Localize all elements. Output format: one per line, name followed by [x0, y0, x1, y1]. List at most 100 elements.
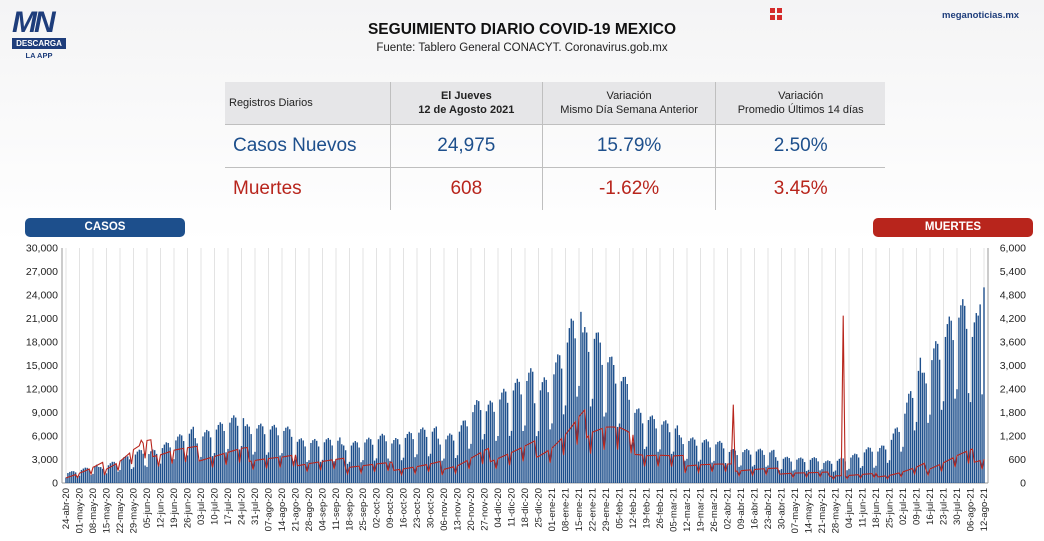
casos-bar [613, 364, 615, 483]
casos-bar [219, 422, 221, 483]
y-tick-label: 3,000 [32, 454, 58, 466]
casos-bar [856, 454, 858, 483]
casos-bar [641, 423, 644, 483]
x-tick-label: 16-oct-20 [399, 488, 410, 528]
casos-bar [211, 456, 214, 483]
x-tick-label: 12-ago-21 [979, 488, 990, 531]
casos-bar [703, 440, 706, 483]
casos-bar [348, 461, 351, 483]
x-tick-label: 12-feb-21 [628, 488, 639, 529]
casos-bar [82, 468, 85, 483]
casos-bar [194, 438, 196, 483]
casos-bar [562, 414, 565, 483]
casos-bar [852, 455, 854, 483]
page-subtitle: Fuente: Tablero General CONACYT. Coronav… [376, 42, 668, 54]
casos-bar [942, 401, 945, 483]
casos-bar [900, 451, 902, 483]
casos-bar [414, 457, 416, 483]
casos-bar [398, 444, 401, 483]
casos-bar [184, 458, 187, 483]
casos-bar [128, 459, 131, 483]
casos-bar [489, 400, 491, 483]
casos-bar [125, 455, 127, 483]
x-tick-label: 22-may-20 [115, 488, 126, 533]
casos-bar [854, 453, 856, 483]
casos-bar [115, 463, 117, 483]
header-date: El Jueves 12 de Agosto 2021 [390, 82, 543, 125]
casos-bar [148, 454, 150, 483]
x-tick-label: 02-jul-21 [898, 488, 909, 525]
x-tick-label: 26-mar-21 [709, 488, 720, 532]
casos-bar [447, 435, 449, 483]
casos-bar [242, 418, 245, 483]
x-tick-label: 25-sep-20 [358, 488, 369, 531]
casos-bar [366, 439, 368, 483]
casos-bar [759, 448, 761, 483]
casos-bar [431, 431, 434, 483]
casos-bar [395, 438, 397, 483]
casos-bar [240, 446, 243, 483]
casos-bar [460, 425, 463, 483]
x-tick-label: 19-jun-20 [169, 488, 180, 528]
casos-bar [142, 453, 144, 483]
casos-bar [649, 416, 652, 483]
casos-bar [586, 332, 588, 483]
casos-bar [597, 332, 599, 483]
casos-bar [107, 465, 110, 483]
casos-bar [690, 438, 692, 483]
x-tick-label: 21-ago-20 [291, 488, 302, 531]
casos-bar [730, 449, 733, 483]
site-url[interactable]: meganoticias.mx [942, 10, 1020, 21]
casos-bar [524, 425, 526, 483]
y2-tick-label: 1,800 [1000, 407, 1026, 419]
casos-bar [370, 439, 372, 483]
casos-bar [958, 317, 960, 483]
casos-bar [86, 467, 88, 483]
casos-bar [865, 449, 868, 483]
muertes-value: 608 [390, 167, 543, 210]
casos-bar [159, 463, 162, 483]
y2-tick-label: 6,000 [1000, 243, 1026, 255]
casos-bar [167, 442, 169, 483]
casos-bar [456, 455, 459, 483]
casos-bar [896, 427, 898, 483]
x-tick-label: 03-jul-20 [196, 488, 207, 525]
casos-bar [117, 471, 119, 483]
y2-tick-label: 0 [1020, 478, 1026, 490]
casos-bar [694, 439, 696, 483]
casos-bar [609, 357, 611, 483]
muertes-var-semana: -1.62% [542, 167, 717, 210]
casos-bar [397, 439, 399, 483]
casos-bar [306, 461, 308, 483]
casos-bar [740, 465, 742, 483]
x-tick-label: 14-ago-20 [277, 488, 288, 531]
casos-bar [225, 452, 227, 483]
casos-bar [659, 449, 661, 483]
casos-bar [574, 338, 576, 483]
brand-logo[interactable]: MN DESCARGA LA APP [12, 8, 70, 60]
casos-bar [381, 433, 383, 483]
casos-bar [474, 404, 476, 483]
casos-bar [904, 413, 906, 483]
casos-bar [383, 435, 385, 483]
casos-bar [518, 381, 520, 483]
casos-bar [464, 420, 466, 483]
casos-bar [73, 471, 75, 483]
casos-bar [67, 473, 69, 483]
casos-bar [755, 451, 758, 483]
casos-bar [975, 313, 977, 483]
casos-bar [830, 463, 833, 483]
y-tick-label: 18,000 [26, 337, 58, 349]
casos-bar [952, 340, 954, 483]
casos-bar [275, 427, 277, 483]
y-tick-label: 24,000 [26, 290, 58, 302]
casos-bar [319, 461, 322, 483]
casos-bar [136, 451, 139, 483]
table-row-casos: Casos Nuevos 24,975 15.79% 2.50% [225, 124, 885, 168]
casos-legend-pill: CASOS [25, 218, 185, 237]
casos-bar [404, 437, 407, 483]
casos-bar [672, 451, 675, 483]
x-tick-label: 25-jun-21 [885, 488, 896, 528]
y2-tick-label: 2,400 [1000, 384, 1026, 396]
casos-label: Casos Nuevos [225, 124, 391, 168]
